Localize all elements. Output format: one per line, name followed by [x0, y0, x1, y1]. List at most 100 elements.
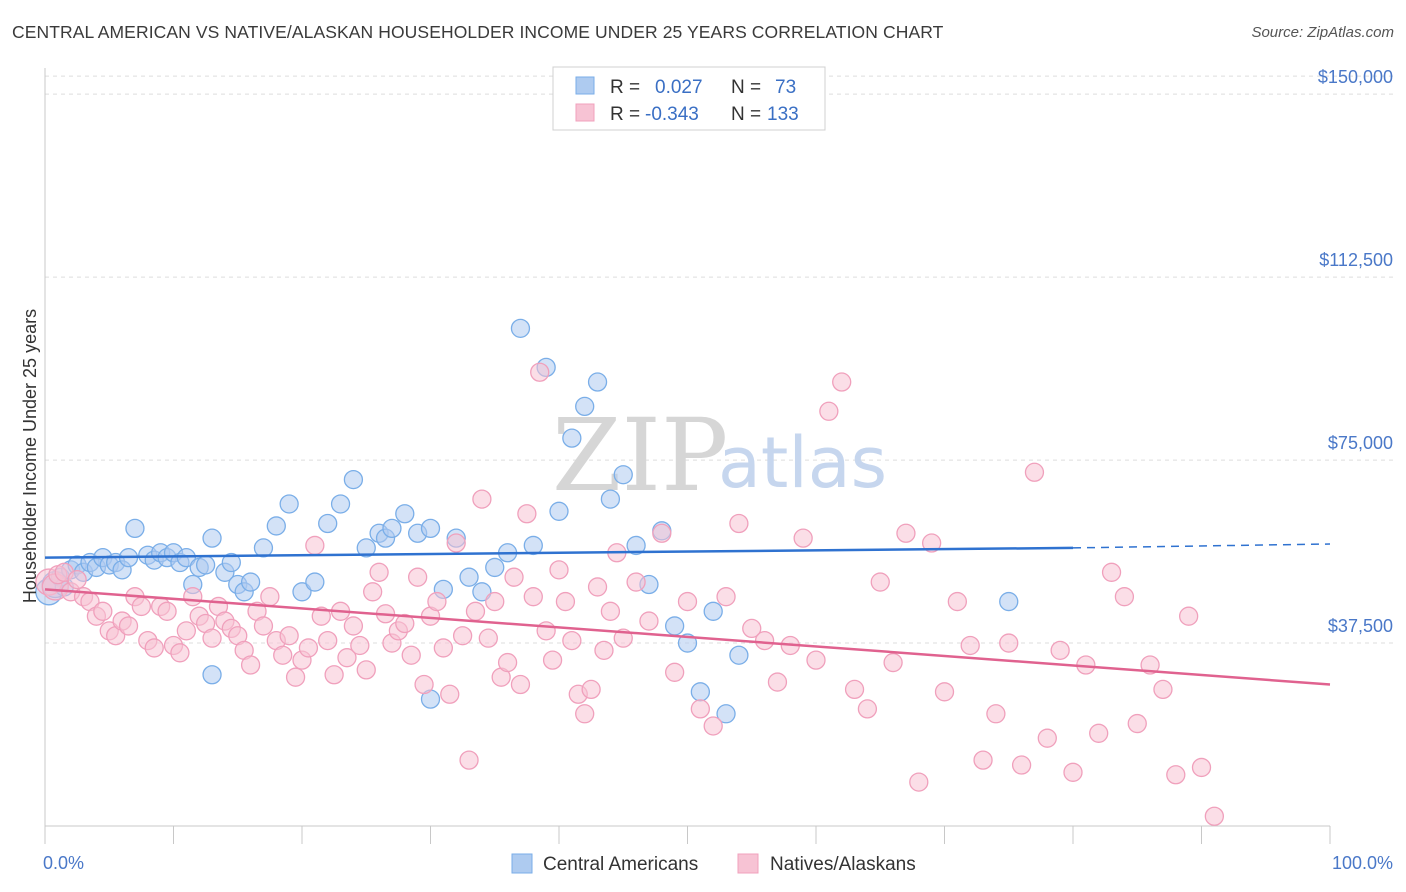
point-natives-63 [440, 684, 460, 704]
grid-lines [45, 75, 1395, 644]
point-central-70 [999, 591, 1019, 612]
point-central-24 [195, 555, 216, 575]
point-natives-111 [883, 652, 903, 673]
legend-r-value-1: 0.027 [655, 77, 703, 98]
point-natives-42 [305, 535, 325, 556]
point-natives-100 [742, 618, 762, 639]
y-tick-label-0: $37,500 [1328, 616, 1393, 636]
trend-line-central [44, 546, 1074, 559]
point-natives-74 [510, 674, 531, 695]
point-natives-129 [1114, 587, 1135, 607]
point-central-52 [510, 318, 531, 338]
point-natives-118 [973, 750, 993, 770]
point-central-56 [562, 428, 582, 448]
point-natives-41 [298, 638, 319, 658]
point-natives-62 [433, 638, 454, 658]
point-central-57 [575, 396, 595, 417]
point-central-48 [459, 567, 479, 587]
point-central-27 [221, 552, 241, 573]
point-central-30 [240, 572, 261, 592]
point-natives-23 [183, 587, 203, 607]
point-natives-48 [343, 616, 364, 636]
point-natives-34 [253, 616, 274, 636]
legend: R = 0.027 N = 73 R = -0.343 N = 133 [552, 66, 826, 131]
point-natives-61 [427, 591, 447, 612]
point-central-68 [716, 704, 736, 724]
point-natives-35 [260, 587, 280, 607]
point-natives-67 [465, 601, 486, 621]
point-natives-5 [67, 569, 87, 590]
point-natives-86 [587, 577, 608, 597]
point-central-14 [125, 518, 145, 539]
point-natives-93 [652, 523, 672, 543]
point-natives-37 [273, 645, 293, 665]
point-central-53 [523, 535, 543, 556]
point-natives-136 [1204, 806, 1224, 826]
point-natives-79 [542, 650, 563, 670]
point-central-59 [600, 489, 621, 509]
legend-n-value-1: 73 [775, 77, 796, 98]
point-natives-82 [562, 630, 582, 651]
point-central-25 [202, 528, 222, 548]
point-natives-72 [497, 652, 518, 673]
point-central-33 [279, 494, 299, 514]
bottom-swatch-central [511, 853, 533, 874]
y-tick-label-3: $150,000 [1318, 67, 1393, 87]
point-natives-116 [947, 591, 967, 612]
point-natives-130 [1127, 713, 1147, 734]
point-central-39 [356, 538, 376, 558]
legend-swatch-natives [575, 103, 595, 122]
point-natives-52 [369, 562, 389, 582]
point-natives-19 [157, 601, 177, 621]
point-natives-73 [504, 567, 524, 587]
point-natives-117 [960, 635, 980, 656]
point-natives-45 [324, 665, 344, 685]
point-natives-17 [144, 638, 164, 658]
point-natives-91 [626, 572, 646, 592]
trend-line-extension-central [1072, 543, 1331, 549]
trend-lines [44, 543, 1331, 686]
chart-title: CENTRAL AMERICAN VS NATIVE/ALASKAN HOUSE… [12, 22, 944, 42]
point-natives-21 [170, 643, 190, 663]
point-natives-39 [285, 667, 306, 687]
point-central-64 [665, 616, 685, 636]
point-natives-22 [176, 621, 197, 641]
point-natives-121 [1011, 755, 1032, 775]
point-natives-95 [677, 591, 698, 612]
point-natives-68 [472, 489, 492, 509]
point-natives-76 [523, 587, 543, 607]
point-central-42 [382, 518, 402, 539]
point-natives-70 [485, 591, 505, 612]
point-natives-135 [1191, 757, 1212, 778]
point-natives-43 [311, 606, 331, 626]
point-natives-124 [1050, 640, 1070, 661]
y-tick-label-1: $75,000 [1328, 433, 1393, 453]
point-natives-128 [1101, 562, 1122, 582]
point-natives-57 [401, 645, 421, 665]
point-central-71 [202, 665, 222, 685]
point-natives-127 [1089, 723, 1109, 743]
point-natives-44 [318, 630, 338, 651]
point-natives-84 [575, 704, 595, 724]
point-natives-115 [934, 682, 955, 702]
point-natives-92 [639, 611, 659, 631]
watermark-atlas: atlas [718, 422, 887, 504]
point-natives-102 [767, 672, 788, 692]
point-natives-32 [240, 655, 261, 675]
point-central-34 [292, 582, 312, 602]
point-natives-49 [350, 635, 370, 656]
point-central-36 [318, 513, 338, 534]
point-natives-107 [832, 372, 852, 392]
point-central-58 [587, 372, 608, 392]
point-natives-104 [793, 528, 813, 548]
legend-n-label-1: N = [731, 77, 761, 98]
point-natives-38 [279, 626, 299, 646]
point-natives-96 [690, 699, 710, 719]
point-natives-105 [806, 650, 826, 670]
point-natives-123 [1037, 728, 1057, 748]
legend-box [552, 66, 826, 131]
point-natives-134 [1179, 606, 1199, 626]
point-natives-125 [1063, 762, 1083, 782]
point-central-67 [703, 601, 723, 621]
point-natives-50 [356, 660, 376, 680]
